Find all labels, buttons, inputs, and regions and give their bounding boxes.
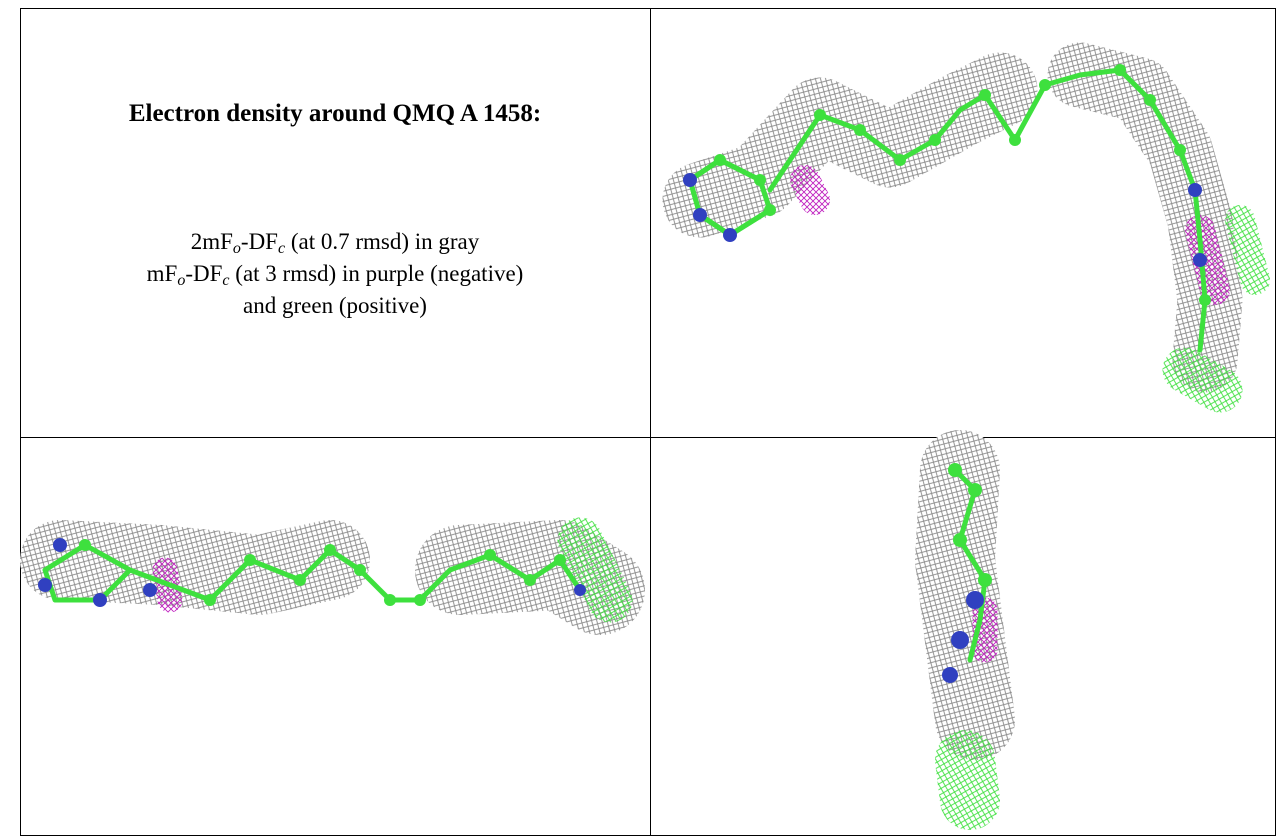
text: -DF (185, 261, 223, 286)
density-view-3 (915, 430, 1015, 830)
caption-line: 2mFo-DFc (at 0.7 rmsd) in gray (20, 226, 650, 258)
density-view-1 (662, 42, 1270, 413)
subscript: c (222, 272, 230, 289)
text: (at 0.7 rmsd) in gray (285, 229, 480, 254)
caption-line: and green (positive) (20, 290, 650, 322)
text: 2mF (190, 229, 233, 254)
text: -DF (240, 229, 278, 254)
text: mF (146, 261, 178, 286)
subscript: c (277, 240, 286, 257)
caption-cell: Electron density around QMQ A 1458: 2mFo… (20, 8, 650, 437)
text: (at 3 rmsd) in purple (negative) (229, 261, 524, 286)
subscript: o (177, 272, 186, 289)
text: and green (positive) (243, 293, 427, 318)
caption-title: Electron density around QMQ A 1458: (128, 100, 542, 127)
caption-lines: 2mFo-DFc (at 0.7 rmsd) in gray mFo-DFc (… (20, 226, 650, 322)
caption-line: mFo-DFc (at 3 rmsd) in purple (negative) (20, 258, 650, 290)
subscript: o (232, 240, 241, 257)
density-view-2 (20, 517, 645, 635)
